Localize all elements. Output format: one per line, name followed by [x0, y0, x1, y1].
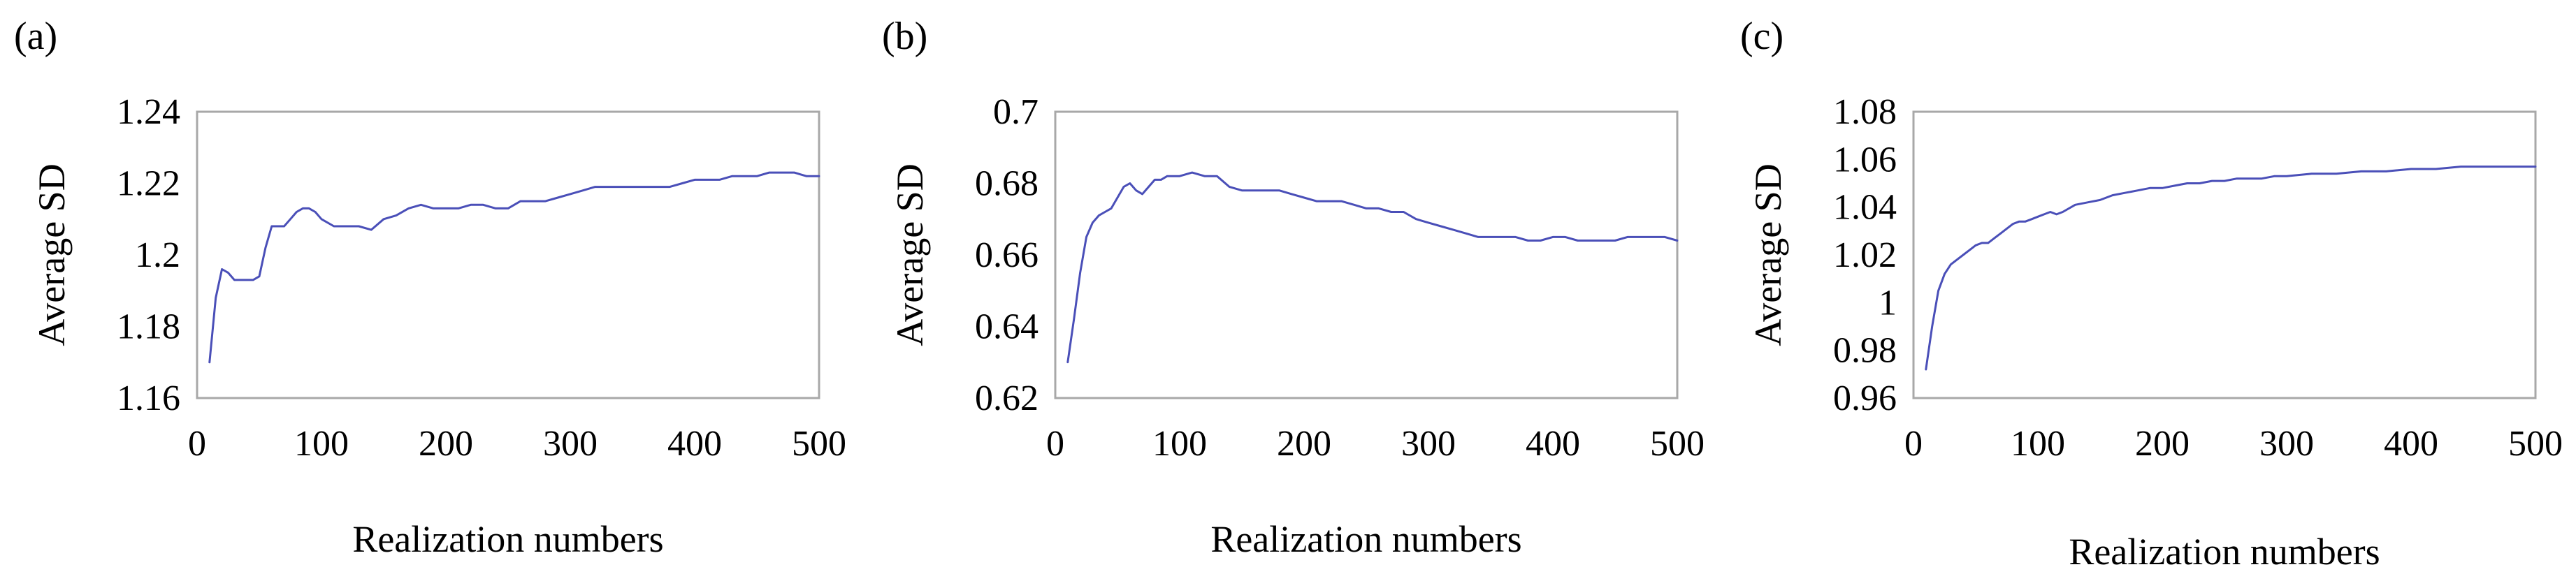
panel-label: (a) [14, 15, 57, 58]
y-tick-label: 1.04 [1833, 188, 1897, 228]
y-tick-label: 0.64 [975, 307, 1039, 347]
chart-panel-2: (b) 0.62 0.64 0.66 0.68 0.7 0 100 200 300 400 500 Re… [882, 15, 1705, 560]
y-tick-label: 1.2 [135, 235, 180, 275]
y-axis-label: Average SD [1747, 163, 1789, 346]
chart-panel-3: (c) 0.96 0.98 1 1.02 1.04 1.06 1.08 0 100 200 300 40… [1740, 15, 2563, 573]
plot-frame [196, 110, 820, 399]
x-tick-label: 200 [2135, 424, 2190, 464]
y-tick-label: 0.66 [975, 235, 1039, 275]
plot-frame [1054, 110, 1679, 399]
chart-panel-1: (a) 1.16 1.18 1.2 1.22 1.24 0 100 200 300 400 500 Re… [14, 15, 846, 560]
x-tick-label: 0 [1046, 424, 1064, 464]
y-tick-label: 0.68 [975, 164, 1039, 204]
x-axis-label: Realization numbers [2069, 531, 2380, 573]
x-tick-label: 500 [1650, 424, 1705, 464]
x-tick-label: 500 [2508, 424, 2563, 464]
y-tick-label: 1.02 [1833, 235, 1897, 275]
x-tick-label: 500 [792, 424, 846, 464]
y-tick-label: 0.98 [1833, 331, 1897, 371]
x-tick-label: 100 [2011, 424, 2065, 464]
series-line [1925, 166, 2537, 371]
series-line [1066, 171, 1679, 364]
x-tick-label: 0 [1904, 424, 1923, 464]
y-tick-label: 0.96 [1833, 378, 1897, 418]
x-tick-label: 0 [188, 424, 206, 464]
y-tick-label: 1.18 [117, 307, 180, 347]
x-tick-label: 200 [1277, 424, 1331, 464]
panel-label: (b) [882, 15, 927, 58]
y-tick-label: 1.06 [1833, 140, 1897, 179]
panel-label: (c) [1740, 15, 1783, 58]
x-axis-label: Realization numbers [1210, 518, 1521, 560]
plot-frame [1912, 110, 2537, 399]
x-tick-label: 300 [1401, 424, 1456, 464]
x-tick-label: 300 [2259, 424, 2314, 464]
y-axis-label: Average SD [889, 163, 931, 346]
series-line [208, 171, 820, 364]
y-tick-label: 1.22 [117, 164, 180, 204]
y-tick-label: 1.08 [1833, 92, 1897, 132]
y-tick-label: 1 [1879, 283, 1897, 323]
x-tick-label: 100 [294, 424, 349, 464]
y-axis-label: Average SD [31, 163, 73, 346]
x-axis-label: Realization numbers [352, 518, 663, 560]
x-tick-label: 400 [1526, 424, 1580, 464]
x-tick-label: 200 [419, 424, 473, 464]
y-tick-label: 1.16 [117, 378, 180, 418]
x-tick-label: 100 [1152, 424, 1207, 464]
x-tick-label: 300 [543, 424, 598, 464]
x-tick-label: 400 [2384, 424, 2438, 464]
x-tick-label: 400 [667, 424, 722, 464]
y-tick-label: 0.62 [975, 378, 1039, 418]
y-tick-label: 0.7 [993, 92, 1039, 132]
y-tick-label: 1.24 [117, 92, 180, 132]
